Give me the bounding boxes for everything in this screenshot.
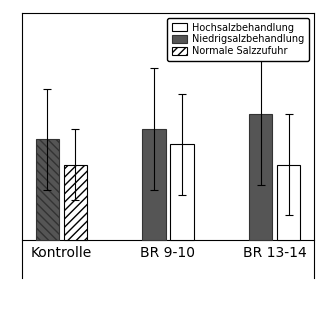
Bar xyxy=(142,129,166,240)
Bar xyxy=(36,139,59,240)
Bar xyxy=(277,164,300,240)
Text: **: ** xyxy=(268,35,281,48)
Bar xyxy=(64,164,87,240)
Legend: Hochsalzbehandlung, Niedrigsalzbehandlung, Normale Salzzufuhr: Hochsalzbehandlung, Niedrigsalzbehandlun… xyxy=(167,18,309,61)
Bar xyxy=(249,114,272,240)
Bar xyxy=(170,144,194,240)
